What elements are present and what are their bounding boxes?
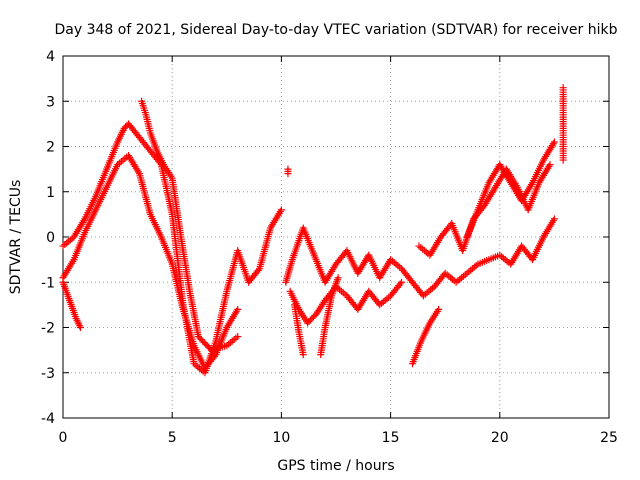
y-tick-label: -1 bbox=[41, 275, 55, 291]
y-tick-label: 4 bbox=[46, 49, 55, 65]
data-point-track-l bbox=[550, 138, 558, 146]
data-point-track-b bbox=[211, 352, 219, 360]
y-tick-label: 0 bbox=[46, 230, 55, 246]
y-tick-label: 3 bbox=[46, 94, 55, 110]
data-point-track-k bbox=[435, 305, 443, 313]
y-tick-label: 2 bbox=[46, 140, 55, 156]
x-tick-label: 0 bbox=[59, 430, 68, 446]
data-point-track-c bbox=[76, 324, 84, 331]
data-point-track-b bbox=[234, 305, 242, 313]
x-tick-label: 5 bbox=[168, 430, 177, 446]
x-axis-label: GPS time / hours bbox=[277, 458, 394, 474]
axes: -4 -3 -2 -1 0 1 2 3 4 0 5 10 15 20 25 bbox=[41, 49, 618, 446]
x-tick-label: 20 bbox=[491, 430, 509, 446]
data-point-track-f bbox=[398, 278, 406, 286]
x-tick-label: 25 bbox=[600, 430, 618, 446]
y-tick-label: -4 bbox=[41, 411, 55, 427]
x-tick-label: 15 bbox=[382, 430, 400, 446]
data-point-track-i bbox=[550, 215, 558, 223]
y-tick-label: -3 bbox=[41, 366, 55, 382]
y-axis-label: SDTVAR / TECUs bbox=[8, 180, 24, 295]
data-point-track-m bbox=[559, 156, 567, 164]
data-point-track-g bbox=[299, 351, 307, 359]
plot-frame bbox=[62, 55, 610, 419]
data-point-track-n bbox=[284, 170, 292, 178]
y-tick-label: 1 bbox=[46, 185, 55, 201]
x-tick-label: 10 bbox=[272, 430, 290, 446]
data-point-track-f bbox=[396, 280, 404, 288]
data-point-track-a bbox=[254, 266, 262, 274]
data-point-track-a bbox=[277, 206, 285, 214]
y-tick-label: -2 bbox=[41, 321, 55, 337]
data-points bbox=[59, 84, 567, 377]
chart-title: Day 348 of 2021, Sidereal Day-to-day VTE… bbox=[55, 22, 618, 38]
data-point-track-h bbox=[334, 274, 342, 282]
data-point-track-d bbox=[234, 333, 242, 341]
data-point-track-j bbox=[546, 161, 554, 169]
